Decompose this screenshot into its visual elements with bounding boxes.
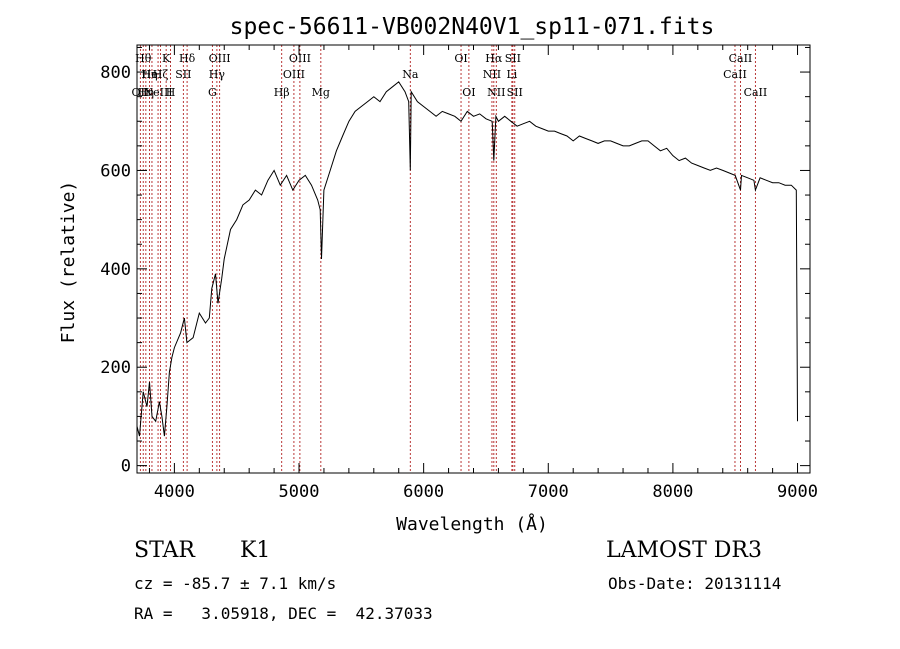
y-tick-label: 200	[100, 358, 131, 378]
line-marker-label: G	[208, 86, 217, 99]
line-marker-label: HeI	[142, 68, 162, 81]
y-axis-label: Flux (relative)	[58, 181, 79, 344]
line-markers	[139, 45, 756, 473]
line-marker-label: CaII	[723, 68, 747, 81]
y-tick-label: 600	[100, 161, 131, 181]
y-tick-label: 400	[100, 260, 131, 280]
x-tick-label: 4000	[154, 482, 195, 502]
line-marker-label: NeIII	[143, 86, 172, 99]
line-marker-label: OIII	[209, 52, 231, 65]
x-axis: 4000 5000 6000 7000 8000 9000	[148, 45, 818, 502]
obs-date: Obs-Date: 20131114	[608, 574, 782, 593]
line-marker-label: OI	[462, 86, 475, 99]
line-marker-label: Hη	[138, 86, 154, 99]
x-tick-label: 7000	[528, 482, 569, 502]
line-marker-label: SII	[507, 86, 523, 99]
line-marker-label: Hθ	[135, 52, 152, 65]
spectrum-line	[136, 81, 798, 437]
y-tick-label: 0	[121, 457, 131, 477]
line-marker-label: Mg	[312, 86, 330, 99]
line-marker-label: Hζ	[153, 68, 169, 81]
plot-frame	[136, 44, 811, 474]
coordinates: RA = 3.05918, DEC = 42.37033	[134, 604, 433, 623]
line-marker-label: K	[162, 52, 171, 65]
line-marker-label: NII	[483, 68, 501, 81]
redshift-value: cz = -85.7 ± 7.1 km/s	[134, 574, 337, 593]
line-marker-label: H	[166, 86, 176, 99]
line-marker-label: CaII	[729, 52, 753, 65]
line-marker-label: Na	[402, 68, 419, 81]
line-marker-label: CaII	[744, 86, 768, 99]
x-tick-label: 5000	[279, 482, 320, 502]
line-marker-label: Hδ	[179, 52, 196, 65]
x-axis-label: Wavelength (Å)	[396, 513, 548, 535]
object-class: STAR	[134, 538, 195, 563]
survey-label: LAMOST DR3	[606, 538, 762, 563]
line-marker-label: Hγ	[209, 68, 226, 81]
line-marker-label: Hα	[485, 52, 503, 65]
object-subclass: K1	[240, 538, 271, 563]
chart-title: spec-56611-VB002N40V1_sp11-071.fits	[230, 14, 715, 40]
line-marker-label: OIII	[289, 52, 311, 65]
line-marker-label: OI	[454, 52, 467, 65]
line-marker-labels: OIIHθHηHηHeINeIIIHζKHSIIHδGHγOIIIHβOIIIO…	[132, 52, 768, 99]
line-marker-label: Hη	[141, 68, 157, 81]
y-axis: 0 200 400 600 800	[100, 46, 810, 477]
line-marker-label: SII	[175, 68, 191, 81]
y-tick-label: 800	[100, 63, 131, 83]
line-marker-label: SII	[505, 52, 521, 65]
line-marker-label: Hβ	[274, 86, 290, 99]
line-marker-label: NII	[487, 86, 505, 99]
line-marker-label: OII	[132, 86, 150, 99]
x-tick-label: 9000	[777, 482, 818, 502]
x-tick-label: 6000	[403, 482, 444, 502]
line-marker-label: OIII	[283, 68, 305, 81]
line-marker-label: Li	[506, 68, 517, 81]
x-tick-label: 8000	[652, 482, 693, 502]
